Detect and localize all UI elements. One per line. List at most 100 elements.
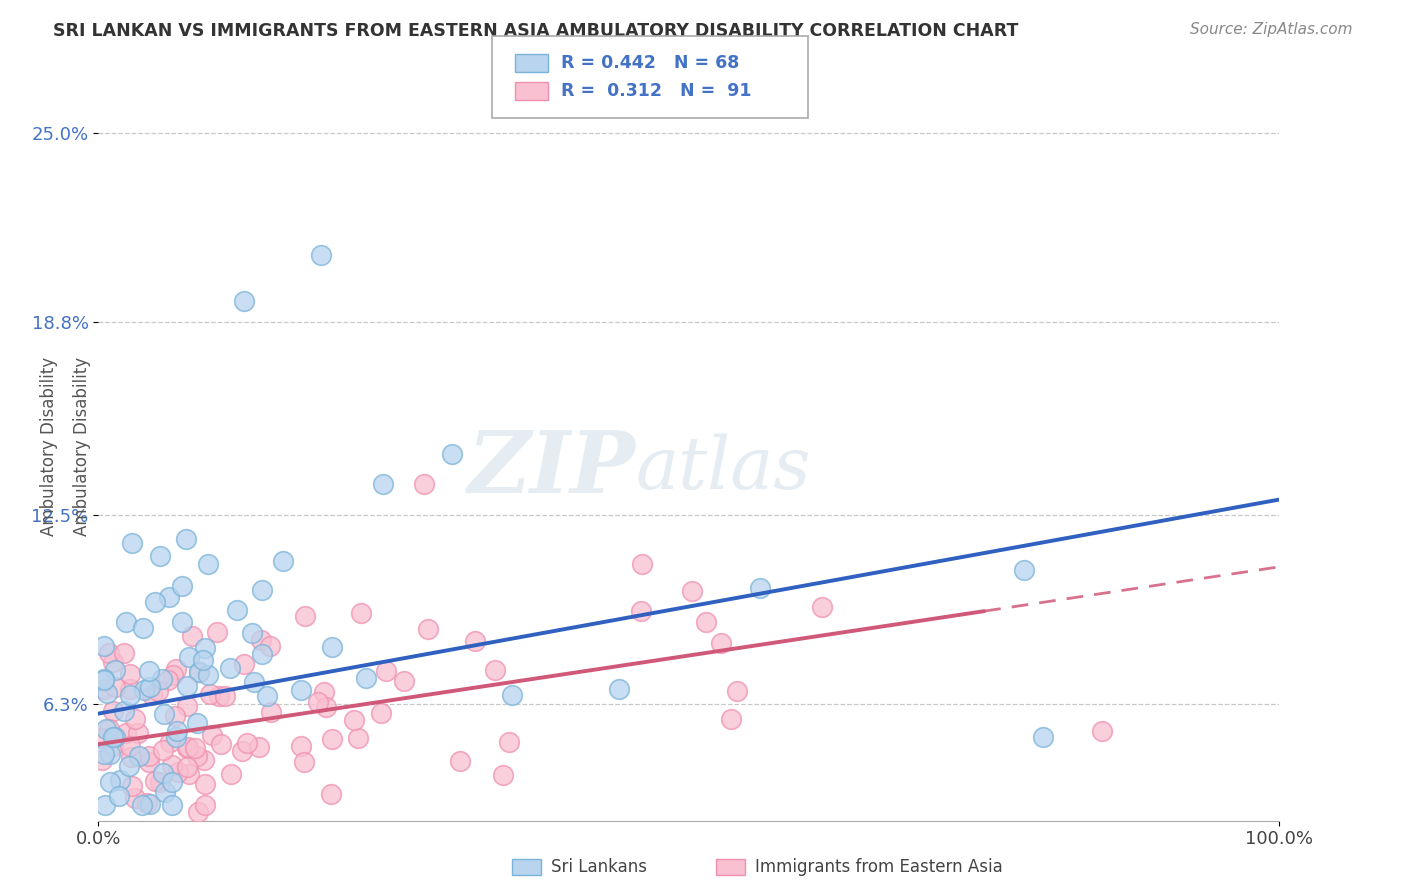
Point — [157, 590, 180, 604]
Point — [176, 699, 198, 714]
Point — [152, 742, 174, 756]
Point — [121, 779, 143, 793]
Point — [350, 607, 373, 621]
Point — [138, 664, 160, 678]
Text: R = 0.442   N = 68: R = 0.442 N = 68 — [561, 54, 740, 72]
Point — [218, 661, 240, 675]
Point — [120, 750, 142, 764]
Point — [416, 622, 439, 636]
Point — [242, 675, 264, 690]
Point — [681, 583, 703, 598]
Point — [392, 673, 415, 688]
Point — [167, 765, 190, 780]
Point — [176, 760, 198, 774]
Point — [225, 603, 247, 617]
Point — [219, 766, 242, 780]
Point — [98, 722, 121, 736]
Point — [250, 647, 273, 661]
Point — [240, 626, 263, 640]
Point — [197, 667, 219, 681]
Point — [214, 690, 236, 704]
Point — [307, 695, 329, 709]
Point — [150, 672, 173, 686]
Point — [260, 705, 283, 719]
Text: SRI LANKAN VS IMMIGRANTS FROM EASTERN ASIA AMBULATORY DISABILITY CORRELATION CHA: SRI LANKAN VS IMMIGRANTS FROM EASTERN AS… — [53, 22, 1019, 40]
Point — [501, 688, 523, 702]
Point — [748, 582, 770, 596]
Point — [127, 726, 149, 740]
Point — [93, 747, 115, 761]
Point — [181, 629, 204, 643]
Point — [165, 709, 187, 723]
Point — [188, 665, 211, 680]
Point — [139, 797, 162, 811]
Point — [630, 604, 652, 618]
Point — [205, 624, 228, 639]
Point — [172, 615, 194, 629]
Point — [725, 684, 748, 698]
Point — [484, 663, 506, 677]
Point — [247, 740, 270, 755]
Point — [631, 557, 654, 571]
Point — [346, 731, 368, 746]
Point — [93, 681, 115, 696]
Point — [114, 647, 136, 661]
Point — [1091, 723, 1114, 738]
Point — [145, 773, 167, 788]
Point — [271, 554, 294, 568]
Point — [143, 594, 166, 608]
Point — [194, 777, 217, 791]
Text: Sri Lankans: Sri Lankans — [551, 858, 647, 876]
Text: Source: ZipAtlas.com: Source: ZipAtlas.com — [1189, 22, 1353, 37]
Point — [710, 635, 733, 649]
Point — [149, 774, 172, 789]
Point — [138, 749, 160, 764]
Point — [209, 737, 232, 751]
Point — [166, 724, 188, 739]
Point — [176, 679, 198, 693]
Point — [720, 712, 742, 726]
Text: atlas: atlas — [636, 434, 811, 504]
Point — [321, 732, 343, 747]
Point — [124, 790, 146, 805]
Point — [162, 798, 184, 813]
Point — [112, 705, 135, 719]
Point — [114, 726, 136, 740]
Text: Immigrants from Eastern Asia: Immigrants from Eastern Asia — [755, 858, 1002, 876]
Point — [191, 653, 214, 667]
Point — [607, 681, 630, 696]
Point — [695, 615, 717, 630]
Point — [108, 772, 131, 787]
Point — [188, 665, 211, 680]
Point — [314, 685, 336, 699]
Point — [179, 767, 201, 781]
Point — [250, 583, 273, 598]
Text: Ambulatory Disability: Ambulatory Disability — [41, 357, 58, 535]
Point — [104, 730, 127, 744]
Point — [157, 673, 180, 687]
Point — [96, 722, 118, 736]
Text: R =  0.312   N =  91: R = 0.312 N = 91 — [561, 81, 751, 100]
Point — [256, 689, 278, 703]
Point — [153, 785, 176, 799]
Point — [94, 798, 117, 813]
Point — [91, 753, 114, 767]
Point — [152, 765, 174, 780]
Point — [259, 639, 281, 653]
Point — [233, 657, 256, 671]
Point — [186, 748, 208, 763]
Point — [136, 796, 159, 810]
Point — [118, 739, 141, 754]
Point — [153, 706, 176, 721]
Point — [249, 632, 271, 647]
Point — [231, 744, 253, 758]
Point — [162, 668, 184, 682]
Point — [1012, 562, 1035, 576]
Point — [315, 699, 337, 714]
Point — [492, 767, 515, 781]
Point — [93, 672, 115, 686]
Point — [187, 805, 209, 819]
Point — [115, 615, 138, 629]
Point — [124, 713, 146, 727]
Point — [177, 740, 200, 755]
